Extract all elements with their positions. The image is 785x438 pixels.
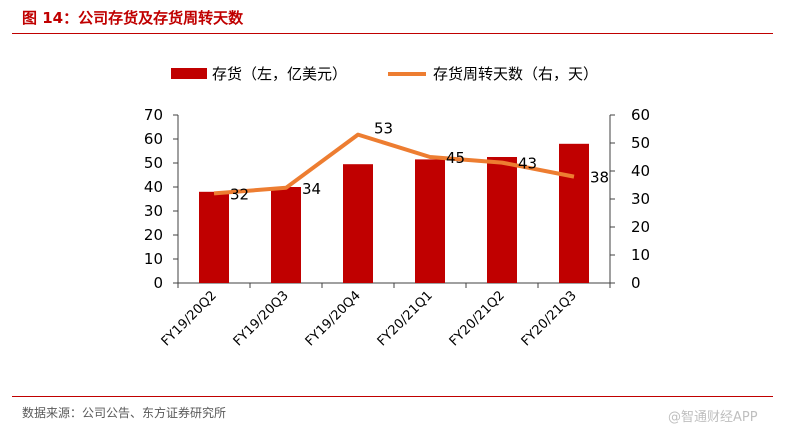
source-note: 数据来源：公司公告、东方证券研究所 bbox=[22, 406, 227, 420]
left-axis-tick-label: 50 bbox=[144, 154, 163, 172]
x-axis-tick-label: FY20/21Q3 bbox=[519, 288, 580, 349]
chart: 存货（左，亿美元） 存货周转天数（右，天） 0 10 20 30 40 50 60 70 0 10 2… bbox=[144, 65, 650, 349]
legend: 存货（左，亿美元） 存货周转天数（右，天） bbox=[171, 65, 598, 83]
bar bbox=[487, 157, 517, 283]
right-axis-tick-label: 20 bbox=[631, 218, 650, 236]
line-data-label: 45 bbox=[446, 149, 465, 167]
legend-line-label: 存货周转天数（右，天） bbox=[433, 65, 598, 83]
bar bbox=[343, 164, 373, 283]
line-data-label: 43 bbox=[518, 155, 537, 173]
x-axis-tick-label: FY19/20Q3 bbox=[231, 288, 292, 349]
legend-bar-swatch bbox=[171, 68, 207, 79]
left-axis-tick-label: 0 bbox=[153, 274, 163, 292]
bar bbox=[199, 191, 229, 283]
x-axis-tick-label: FY19/20Q4 bbox=[303, 288, 364, 349]
line-path bbox=[213, 132, 575, 196]
title-rule bbox=[12, 33, 773, 34]
x-axis-tick-label: FY19/20Q2 bbox=[159, 288, 220, 349]
left-axis-tick-label: 70 bbox=[144, 106, 163, 124]
chart-title: 图 14：公司存货及存货周转天数 bbox=[22, 9, 244, 27]
right-axis-tick-label: 60 bbox=[631, 106, 650, 124]
left-axis-tick-label: 30 bbox=[144, 202, 163, 220]
left-axis-tick-label: 60 bbox=[144, 130, 163, 148]
bar bbox=[271, 187, 301, 283]
line-data-label: 34 bbox=[302, 180, 321, 198]
line-data-label: 53 bbox=[374, 120, 393, 138]
line-data-label: 32 bbox=[230, 185, 249, 203]
right-axis-tick-label: 0 bbox=[631, 274, 641, 292]
bar bbox=[559, 143, 589, 283]
x-axis-tick-label: FY20/21Q1 bbox=[375, 288, 436, 349]
legend-bar-label: 存货（左，亿美元） bbox=[212, 65, 347, 83]
left-axis-tick-label: 20 bbox=[144, 226, 163, 244]
line-series: 32 34 53 45 43 38 bbox=[213, 120, 609, 203]
watermark: @智通财经APP bbox=[668, 410, 758, 425]
right-axis-tick-label: 50 bbox=[631, 134, 650, 152]
right-axis-tick-label: 40 bbox=[631, 162, 650, 180]
x-axis-tick-label: FY20/21Q2 bbox=[447, 288, 508, 349]
line-data-label: 38 bbox=[590, 169, 609, 187]
right-axis-tick-label: 10 bbox=[631, 246, 650, 264]
right-axis-tick-label: 30 bbox=[631, 190, 650, 208]
bar bbox=[415, 159, 445, 283]
footer-rule bbox=[12, 396, 773, 397]
left-axis-tick-label: 40 bbox=[144, 178, 163, 196]
left-axis-tick-label: 10 bbox=[144, 250, 163, 268]
bar-series bbox=[199, 143, 589, 283]
